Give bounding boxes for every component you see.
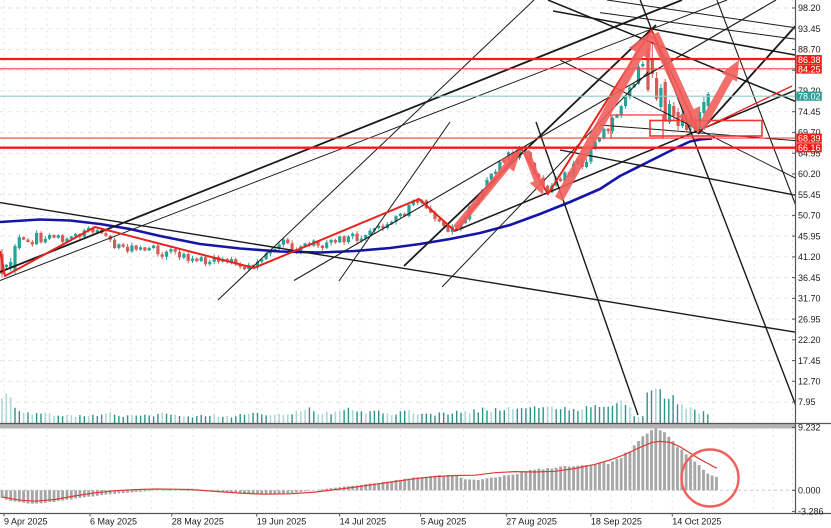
svg-text:78.02: 78.02 [798, 92, 821, 102]
svg-text:22.20: 22.20 [798, 335, 821, 345]
svg-text:0.000: 0.000 [798, 486, 821, 496]
svg-text:45.95: 45.95 [798, 231, 821, 241]
svg-text:28 May 2025: 28 May 2025 [172, 517, 224, 527]
svg-text:66.16: 66.16 [798, 143, 821, 153]
svg-text:41.20: 41.20 [798, 252, 821, 262]
svg-text:7.95: 7.95 [798, 397, 816, 407]
svg-text:84.25: 84.25 [798, 64, 821, 74]
svg-text:27 Aug 2025: 27 Aug 2025 [506, 517, 557, 527]
svg-text:18 Sep 2025: 18 Sep 2025 [591, 517, 642, 527]
svg-text:60.20: 60.20 [798, 169, 821, 179]
svg-text:55.45: 55.45 [798, 190, 821, 200]
svg-text:14 Oct 2025: 14 Oct 2025 [672, 517, 721, 527]
svg-text:14 Jul 2025: 14 Jul 2025 [340, 517, 387, 527]
svg-text:26.95: 26.95 [798, 314, 821, 324]
svg-text:64.95: 64.95 [798, 148, 821, 158]
svg-text:93.45: 93.45 [798, 24, 821, 34]
svg-text:36.45: 36.45 [798, 273, 821, 283]
svg-text:31.70: 31.70 [798, 294, 821, 304]
svg-text:9 Apr 2025: 9 Apr 2025 [4, 517, 48, 527]
svg-text:69.70: 69.70 [798, 128, 821, 138]
svg-text:9.232: 9.232 [798, 423, 821, 433]
svg-text:12.70: 12.70 [798, 377, 821, 387]
svg-text:68.39: 68.39 [798, 134, 821, 144]
svg-text:17.45: 17.45 [798, 356, 821, 366]
svg-text:5 Aug 2025: 5 Aug 2025 [421, 517, 467, 527]
svg-text:79.20: 79.20 [798, 86, 821, 96]
svg-text:86.38: 86.38 [798, 55, 821, 65]
svg-text:19 Jun 2025: 19 Jun 2025 [257, 517, 307, 527]
svg-text:50.70: 50.70 [798, 211, 821, 221]
svg-text:74.45: 74.45 [798, 107, 821, 117]
svg-text:88.70: 88.70 [798, 45, 821, 55]
svg-text:-3.286: -3.286 [798, 507, 824, 517]
svg-text:6 May 2025: 6 May 2025 [90, 517, 137, 527]
svg-text:98.20: 98.20 [798, 3, 821, 13]
